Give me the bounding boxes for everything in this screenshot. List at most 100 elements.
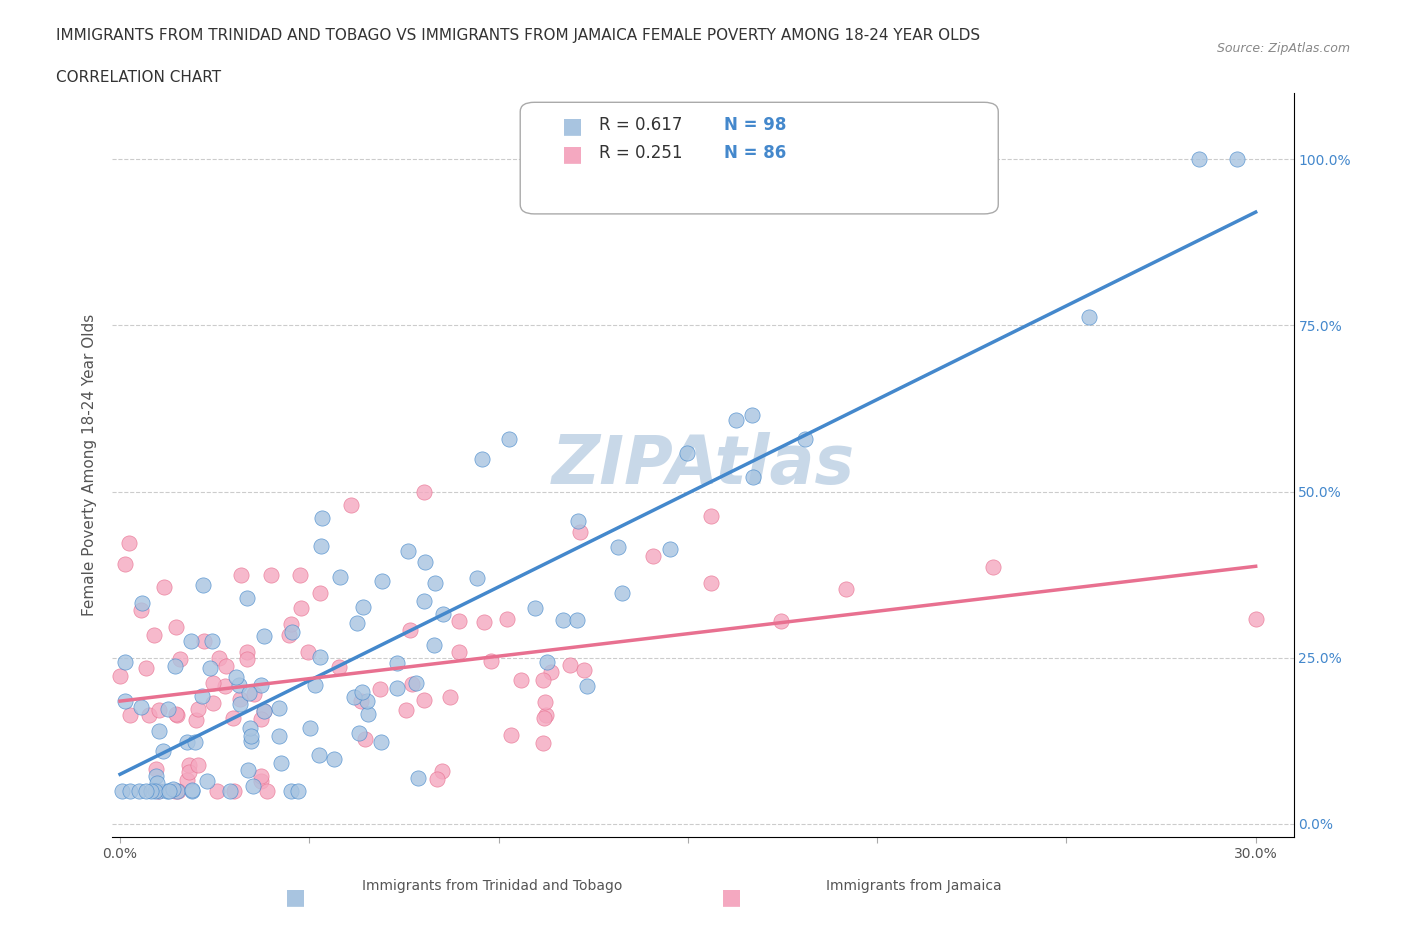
Point <box>354 731 377 746</box>
Text: ■: ■ <box>562 116 583 137</box>
Point <box>349 725 371 740</box>
Y-axis label: Female Poverty Among 18-24 Year Olds: Female Poverty Among 18-24 Year Olds <box>82 314 97 617</box>
Point <box>242 778 264 793</box>
Point <box>180 783 202 798</box>
Point <box>142 628 165 643</box>
Text: Immigrants from Trinidad and Tobago: Immigrants from Trinidad and Tobago <box>361 879 623 893</box>
Point <box>180 633 202 648</box>
Point <box>439 690 461 705</box>
Point <box>641 549 664 564</box>
Point <box>240 734 263 749</box>
Point <box>162 781 184 796</box>
Point <box>474 615 496 630</box>
Point <box>540 664 562 679</box>
Point <box>193 633 215 648</box>
Point <box>205 783 228 798</box>
Point <box>110 668 132 683</box>
Point <box>270 756 292 771</box>
Point <box>165 707 187 722</box>
Point <box>322 752 344 767</box>
Point <box>510 672 533 687</box>
Point <box>201 675 224 690</box>
Point <box>131 595 153 610</box>
Point <box>146 776 169 790</box>
Point <box>236 763 259 777</box>
Point <box>350 684 373 699</box>
Point <box>120 783 142 798</box>
Point <box>356 706 378 721</box>
Point <box>395 703 418 718</box>
Point <box>195 774 218 789</box>
Point <box>280 617 302 631</box>
Point <box>260 568 283 583</box>
Point <box>567 513 589 528</box>
Point <box>413 485 436 499</box>
Point <box>396 544 419 559</box>
Point <box>236 591 259 605</box>
Point <box>163 783 186 798</box>
Point <box>191 578 214 592</box>
Point <box>551 612 574 627</box>
Point <box>724 413 747 428</box>
Point <box>343 690 366 705</box>
Point <box>229 567 252 582</box>
Point <box>700 508 723 523</box>
Point <box>412 692 434 707</box>
Point <box>134 783 156 798</box>
Point <box>568 525 591 539</box>
Point <box>187 757 209 772</box>
Point <box>835 582 858 597</box>
Point <box>222 711 245 725</box>
Point <box>165 620 187 635</box>
Point <box>534 708 557 723</box>
Point <box>287 783 309 798</box>
Point <box>156 783 179 798</box>
Point <box>405 676 427 691</box>
Point <box>700 575 723 590</box>
Point <box>152 744 174 759</box>
Point <box>328 660 350 675</box>
Point <box>215 658 238 673</box>
Point <box>794 432 817 446</box>
Point <box>169 651 191 666</box>
Point <box>120 708 142 723</box>
Point <box>176 773 198 788</box>
Text: ■: ■ <box>562 144 583 165</box>
Point <box>236 644 259 659</box>
Point <box>128 783 150 798</box>
Point <box>143 783 166 798</box>
Point <box>238 721 260 736</box>
Point <box>243 686 266 701</box>
Point <box>152 579 174 594</box>
Text: ■: ■ <box>285 886 305 907</box>
Point <box>370 735 392 750</box>
Point <box>222 783 245 798</box>
Text: ■: ■ <box>721 886 741 907</box>
Point <box>198 660 221 675</box>
Point <box>531 672 554 687</box>
Point <box>467 571 489 586</box>
Point <box>399 622 422 637</box>
Point <box>346 616 368 631</box>
Point <box>148 783 170 798</box>
Point <box>981 559 1004 574</box>
Point <box>145 768 167 783</box>
Point <box>228 678 250 693</box>
Point <box>129 603 152 618</box>
Point <box>187 701 209 716</box>
Point <box>447 644 470 659</box>
Point <box>368 682 391 697</box>
Point <box>236 651 259 666</box>
Point <box>148 783 170 798</box>
Point <box>356 694 378 709</box>
Point <box>496 612 519 627</box>
Point <box>218 783 240 798</box>
Point <box>157 783 180 798</box>
Point <box>329 569 352 584</box>
Point <box>304 678 326 693</box>
Point <box>139 783 162 798</box>
Point <box>567 613 589 628</box>
Point <box>607 539 630 554</box>
Text: Source: ZipAtlas.com: Source: ZipAtlas.com <box>1216 42 1350 55</box>
Point <box>430 764 453 778</box>
